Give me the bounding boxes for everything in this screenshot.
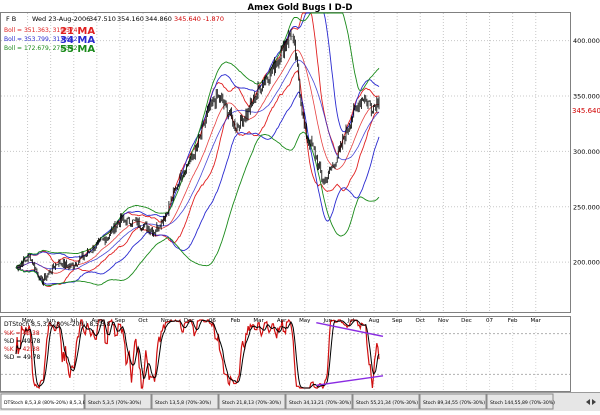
month-label: Jul	[347, 318, 355, 324]
month-label: Aug	[91, 318, 102, 324]
legend-55-ma: 55 MA	[60, 44, 95, 55]
legend-boll-21-label: Boll = 351.363, 319.574	[4, 27, 78, 34]
tab-scroll-right-icon[interactable]	[592, 399, 596, 405]
indicator-tab[interactable]: Stoch 89,34,55 (70%-30%)	[419, 393, 487, 410]
stoch-k-2: %K = 42.38	[4, 346, 40, 353]
price-chart-svg: 200.000 250.000 300.000 350.000 400.000 May Ju…	[0, 3, 600, 392]
stoch-d-2: %D = 49.78	[4, 354, 41, 361]
tab-arrows[interactable]	[586, 399, 596, 405]
tab-background	[486, 393, 554, 410]
moving-average-line	[15, 59, 380, 271]
legend: Boll = 351.363, 319.574 21 MA Boll = 353…	[4, 26, 95, 55]
bar-date: Wed 23-Aug-2006	[32, 15, 90, 23]
month-label: Mar	[531, 318, 542, 324]
month-label: May	[299, 318, 311, 324]
stoch-d-1: %D = 49.78	[4, 338, 41, 345]
bar-change: -1.870	[203, 15, 224, 23]
stoch-lower-trendline	[316, 375, 384, 386]
tab-background	[218, 393, 286, 410]
indicator-tab[interactable]: Stoch 21,8,13 (70%-30%)	[218, 393, 286, 410]
month-label: Feb	[508, 318, 518, 324]
bollinger-upper-band	[15, 12, 380, 268]
month-label: 07	[486, 318, 493, 324]
month-label: Feb	[231, 318, 241, 324]
price-axis-label: 350.000	[573, 93, 600, 101]
stoch-title: DTStoch 8,5,3,8 (80%-20%) 8,5,3,8	[4, 321, 111, 328]
tab-label: Stoch 13,5,8 (70%-30%)	[155, 400, 211, 406]
legend-boll-34-label: Boll = 353.799, 313.642	[4, 36, 78, 43]
price-axis-label: 400.000	[573, 37, 600, 45]
stochastic-layer	[15, 318, 384, 390]
bollinger-upper-band	[15, 12, 380, 269]
price-axis-label: 300.000	[573, 148, 600, 156]
bar-close: 345.640	[174, 15, 201, 23]
bollinger-lower-band	[15, 91, 380, 285]
indicator-tab[interactable]: Stoch 55,21,34 (70%-30%)	[352, 393, 420, 410]
month-label: Sep	[392, 318, 403, 324]
tab-background	[419, 393, 487, 410]
indicator-tab[interactable]: Stoch 144,55,89 (70%-30%)	[486, 393, 555, 410]
indicator-tabs: DTStoch 8,5,3,8 (80%-20%) 8,5,3,8 Stoch 5…	[0, 393, 555, 410]
indicator-tab[interactable]: DTStoch 8,5,3,8 (80%-20%) 8,5,3,8	[0, 393, 86, 410]
price-axis-label: 200.000	[573, 259, 600, 267]
month-label: Aug	[369, 318, 380, 324]
tab-label: Stoch 144,55,89 (70%-30%)	[490, 400, 555, 406]
legend-boll-55-label: Boll = 172.679, 275.542	[4, 45, 78, 52]
last-price-tag-bg	[571, 105, 600, 115]
stoch-k-1: %K = 42.38	[4, 330, 40, 337]
bar-high: 354.160	[117, 15, 144, 23]
last-price-tag: 345.640	[572, 107, 600, 115]
month-label: Jul	[69, 318, 77, 324]
tab-label: Stoch 89,34,55 (70%-30%)	[423, 400, 485, 406]
tab-label: Stoch 55,21,34 (70%-30%)	[356, 400, 418, 406]
indicator-tab[interactable]: Stoch 13,5,8 (70%-30%)	[151, 393, 219, 410]
tab-scroll-left-icon[interactable]	[586, 399, 590, 405]
bar-low: 344.860	[145, 15, 172, 23]
month-label: Apr	[277, 318, 287, 324]
month-label: Jun	[45, 318, 55, 324]
price-panel-frame	[0, 12, 571, 313]
month-label: Oct	[415, 318, 425, 324]
month-label: Oct	[138, 318, 148, 324]
axes-layer: 200.000 250.000 300.000 350.000 400.000 May Ju…	[22, 37, 600, 324]
stoch-upper-trendline	[316, 322, 384, 338]
symbol-code: F B	[6, 15, 16, 23]
bollinger-bands-layer	[15, 12, 380, 287]
tab-label: DTStoch 8,5,3,8 (80%-20%) 8,5,3,8	[4, 400, 86, 406]
month-label: Sep	[115, 318, 126, 324]
legend-21-ma: 21 MA	[60, 26, 95, 37]
tab-background	[0, 393, 85, 410]
month-label: May	[22, 318, 34, 324]
month-label: Nov	[438, 318, 449, 324]
bollinger-lower-band	[15, 131, 380, 287]
tab-background	[151, 393, 219, 410]
tab-label: Stoch 21,8,13 (70%-30%)	[222, 400, 281, 406]
bar-open: 347.510	[89, 15, 116, 23]
tab-background	[84, 393, 152, 410]
indicator-tab[interactable]: Stoch 34,13,21 (70%-30%)	[285, 393, 353, 410]
month-label: Jun	[323, 318, 333, 324]
tab-label: Stoch 5,3,5 (70%-30%)	[88, 400, 141, 406]
stoch-k-line	[15, 318, 380, 390]
month-label: Nov	[161, 318, 172, 324]
legend-34-ma: 34 MA	[60, 35, 95, 46]
tab-background	[285, 393, 353, 410]
price-axis-label: 250.000	[573, 203, 600, 211]
stoch-d-line	[15, 319, 380, 389]
month-label: 06	[209, 318, 216, 324]
month-label: Dec	[461, 318, 472, 324]
month-label: Dec	[184, 318, 195, 324]
tab-bar-svg: DTStoch 8,5,3,8 (80%-20%) 8,5,3,8 Stoch 5…	[0, 393, 596, 410]
ohlc-bars-layer	[16, 29, 380, 286]
indicator-tab-bar: DTStoch 8,5,3,8 (80%-20%) 8,5,3,8 Stoch 5…	[0, 392, 600, 411]
chart-title: Amex Gold Bugs I D-D	[248, 3, 353, 13]
tab-label: Stoch 34,13,21 (70%-30%)	[289, 400, 351, 406]
indicator-tab[interactable]: Stoch 5,3,5 (70%-30%)	[84, 393, 152, 410]
tab-background	[352, 393, 420, 410]
month-label: Mar	[253, 318, 264, 324]
